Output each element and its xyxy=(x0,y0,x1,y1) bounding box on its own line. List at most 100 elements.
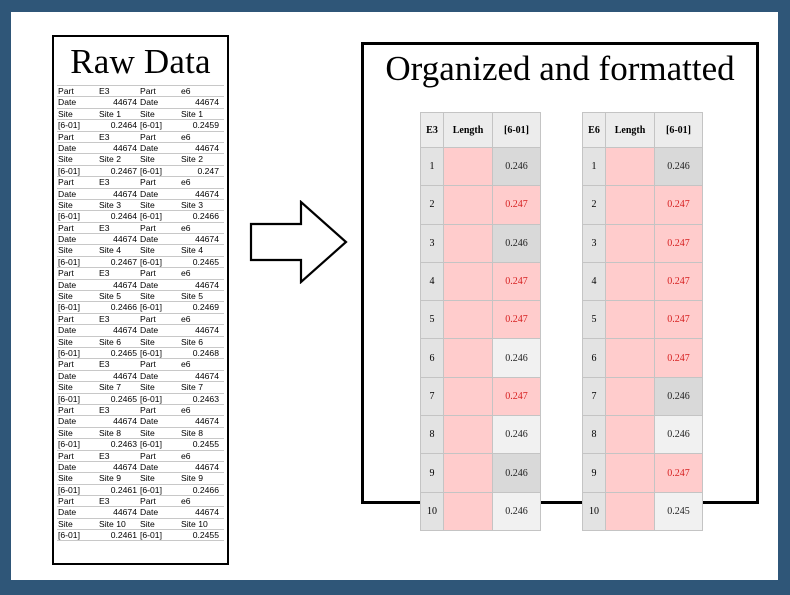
length-cell xyxy=(443,185,493,225)
raw-data-cell: [6-01] xyxy=(140,120,162,131)
raw-data-row: Site Site 9 Site Site 9 xyxy=(57,472,224,483)
raw-data-cell: Site 8 xyxy=(99,427,121,438)
raw-data-cell: E3 xyxy=(99,86,110,96)
raw-data-cell: [6-01] xyxy=(58,530,80,540)
raw-data-cell: Part xyxy=(58,222,74,233)
raw-data-cell: [6-01] xyxy=(58,347,80,358)
measurement-cell: 0.247 xyxy=(654,300,703,340)
raw-data-cell: 44674 xyxy=(195,188,219,199)
table-row: 1 0.246 xyxy=(420,146,541,187)
raw-data-cell: Date xyxy=(140,507,159,518)
slide-canvas: Raw Data Part E3 Part e6 Date 44674 Date 44674 S… xyxy=(11,12,778,580)
raw-data-cell: E3 xyxy=(99,313,110,324)
raw-data-row: [6-01] 0.2465 [6-01] 0.2463 xyxy=(57,392,224,404)
raw-data-cell: 0.2466 xyxy=(192,484,219,495)
raw-data-cell: Date xyxy=(140,370,159,381)
measurement-cell: 0.247 xyxy=(654,185,703,225)
raw-data-row: Date 44674 Date 44674 xyxy=(57,415,224,426)
raw-data-cell: Site xyxy=(58,382,73,393)
site-number-cell: 3 xyxy=(420,223,444,263)
length-cell xyxy=(443,376,493,417)
table-row: 6 0.247 xyxy=(582,338,703,378)
raw-data-cell: 44674 xyxy=(113,142,137,153)
raw-data-cell: Date xyxy=(58,97,77,108)
raw-data-cell: Date xyxy=(140,188,159,199)
raw-data-cell: Site 1 xyxy=(181,108,203,119)
raw-data-cell: [6-01] xyxy=(58,484,80,495)
raw-data-row: Site Site 7 Site Site 7 xyxy=(57,381,224,392)
raw-data-cell: Date xyxy=(140,279,159,290)
raw-data-cell: e6 xyxy=(181,222,191,233)
raw-data-cell: Date xyxy=(140,142,159,153)
raw-data-row: Part E3 Part e6 xyxy=(57,358,224,369)
table-row: 4 0.247 xyxy=(420,261,541,302)
raw-data-cell: Part xyxy=(58,86,74,96)
raw-data-cell: 44674 xyxy=(113,507,137,518)
raw-data-cell: [6-01] xyxy=(140,302,162,313)
table-row: 2 0.247 xyxy=(420,185,541,225)
raw-data-cell: [6-01] xyxy=(58,439,80,450)
table-row: 5 0.247 xyxy=(420,300,541,340)
raw-data-row: Site Site 8 Site Site 8 xyxy=(57,426,224,438)
raw-data-cell: 0.2469 xyxy=(192,302,219,313)
raw-data-cell: [6-01] xyxy=(140,211,162,222)
raw-data-cell: Part xyxy=(140,131,156,142)
table-row: 3 0.246 xyxy=(420,223,541,263)
raw-data-cell: [6-01] xyxy=(140,393,162,404)
site-number-cell: 9 xyxy=(582,453,606,493)
organized-title: Organized and formatted xyxy=(385,49,735,88)
e6-table: E6 Length [6-01] 1 0.246 2 0.247 3 0.247 4 0.247 5 0… xyxy=(582,112,703,531)
raw-data-cell: Date xyxy=(58,188,77,199)
raw-data-cell: Date xyxy=(140,461,159,472)
raw-data-cell: 0.2459 xyxy=(192,120,219,131)
raw-data-table: Part E3 Part e6 Date 44674 Date 44674 Site Site 1… xyxy=(57,85,224,541)
table-row: 9 0.246 xyxy=(420,453,541,493)
length-cell xyxy=(605,261,655,302)
raw-data-cell: Site xyxy=(140,473,155,484)
raw-data-cell: E3 xyxy=(99,222,110,233)
raw-data-cell: E3 xyxy=(99,404,110,415)
raw-data-cell: Site 10 xyxy=(99,518,126,529)
raw-data-cell: Part xyxy=(58,496,74,507)
raw-data-cell: E3 xyxy=(99,359,110,370)
measurement-cell: 0.246 xyxy=(492,338,541,378)
site-number-cell: 6 xyxy=(420,338,444,378)
site-number-cell: 1 xyxy=(420,146,444,187)
site-number-cell: 2 xyxy=(420,185,444,225)
raw-data-cell: 44674 xyxy=(195,97,219,108)
raw-data-row: [6-01] 0.2464 [6-01] 0.2459 xyxy=(57,119,224,130)
raw-data-cell: Date xyxy=(58,325,77,336)
raw-data-cell: 44674 xyxy=(195,234,219,245)
column-header: [6-01] xyxy=(654,112,703,148)
raw-data-cell: [6-01] xyxy=(140,256,162,267)
raw-data-cell: Date xyxy=(58,507,77,518)
raw-data-cell: Site xyxy=(58,245,73,256)
raw-data-cell: 44674 xyxy=(113,279,137,290)
raw-data-cell: Site xyxy=(140,245,155,256)
raw-data-cell: Site xyxy=(58,336,73,347)
raw-data-cell: 44674 xyxy=(113,416,137,427)
raw-data-cell: 44674 xyxy=(113,234,137,245)
raw-data-cell: e6 xyxy=(181,450,191,461)
measurement-cell: 0.246 xyxy=(654,415,703,455)
raw-data-cell: 44674 xyxy=(195,370,219,381)
raw-data-row: Part E3 Part e6 xyxy=(57,130,224,142)
raw-data-row: [6-01] 0.2466 [6-01] 0.2469 xyxy=(57,301,224,312)
raw-data-row: Site Site 10 Site Site 10 xyxy=(57,517,224,529)
raw-data-cell: Site 6 xyxy=(181,336,203,347)
site-number-cell: 8 xyxy=(420,415,444,455)
raw-data-cell: Site 9 xyxy=(181,473,203,484)
right-arrow-icon xyxy=(249,200,348,284)
table-header-row: E6 Length [6-01] xyxy=(582,112,703,148)
raw-data-cell: [6-01] xyxy=(140,439,162,450)
raw-data-cell: Site xyxy=(58,427,73,438)
raw-data-cell: Date xyxy=(140,97,159,108)
raw-data-cell: Date xyxy=(58,234,77,245)
raw-data-cell: 0.2463 xyxy=(192,393,219,404)
length-cell xyxy=(443,453,493,493)
raw-data-row: Site Site 4 Site Site 4 xyxy=(57,244,224,255)
site-number-cell: 3 xyxy=(582,223,606,263)
raw-data-cell: Site 4 xyxy=(181,245,203,256)
raw-data-cell: Site 3 xyxy=(181,199,203,210)
length-cell xyxy=(605,223,655,263)
